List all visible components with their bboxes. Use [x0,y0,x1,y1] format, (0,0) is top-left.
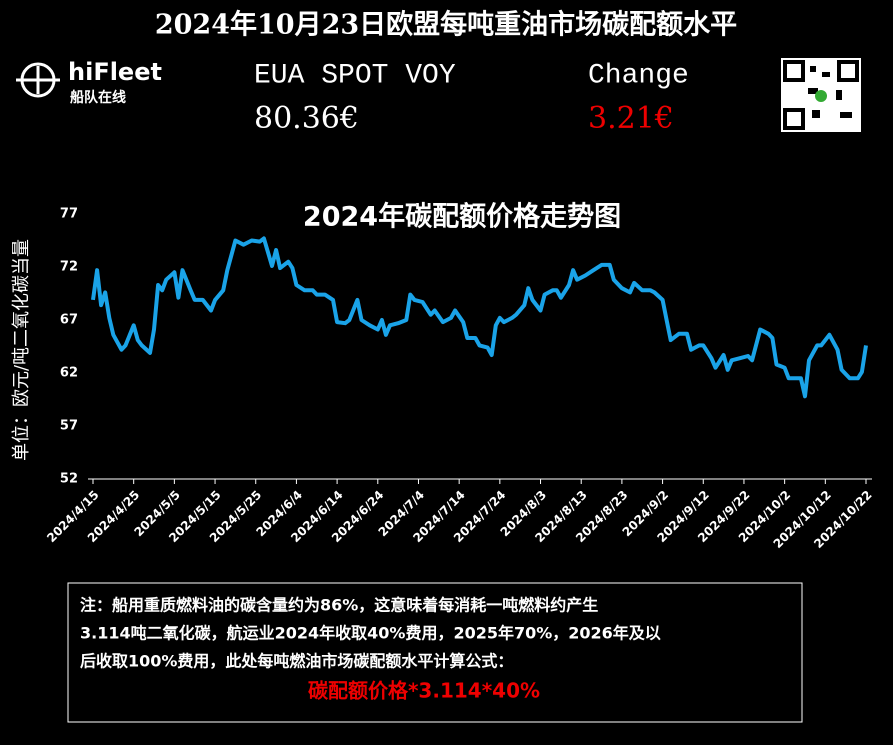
qr-code [781,58,861,132]
page-title: 2024年10月23日欧盟每吨重油市场碳配额水平 [155,9,737,41]
chart-title: 2024年碳配额价格走势图 [303,201,621,233]
logo-icon [16,62,60,98]
note-line: 后收取100%费用，此处每吨燃油市场碳配额水平计算公式： [80,652,513,671]
price-line [91,236,868,399]
logo-name: hiFleet [68,58,162,86]
y-tick-label: 77 [60,207,78,222]
note-formula: 碳配额价格*3.114*40% [308,679,540,703]
change-label: Change [588,60,689,91]
note-box [67,582,803,723]
note-line: 3.114吨二氧化碳，航运业2024年收取40%费用，2025年70%，2026… [80,624,661,643]
y-tick-label: 57 [60,419,78,434]
y-axis-label: 单位：欧元/吨二氧化碳当量 [11,239,32,461]
y-tick-label: 72 [60,260,78,275]
y-tick-label: 67 [60,313,78,328]
metric-value: 80.36€ [254,101,359,136]
change-value: 3.21€ [588,101,674,136]
note-line: 注：船用重质燃料油的碳含量约为86%，这意味着每消耗一吨燃料约产生 [80,596,598,615]
y-tick-label: 52 [60,472,78,487]
logo-sub: 船队在线 [70,89,126,106]
metric-label: EUA SPOT VOY [254,60,456,91]
y-tick-label: 62 [60,366,78,381]
